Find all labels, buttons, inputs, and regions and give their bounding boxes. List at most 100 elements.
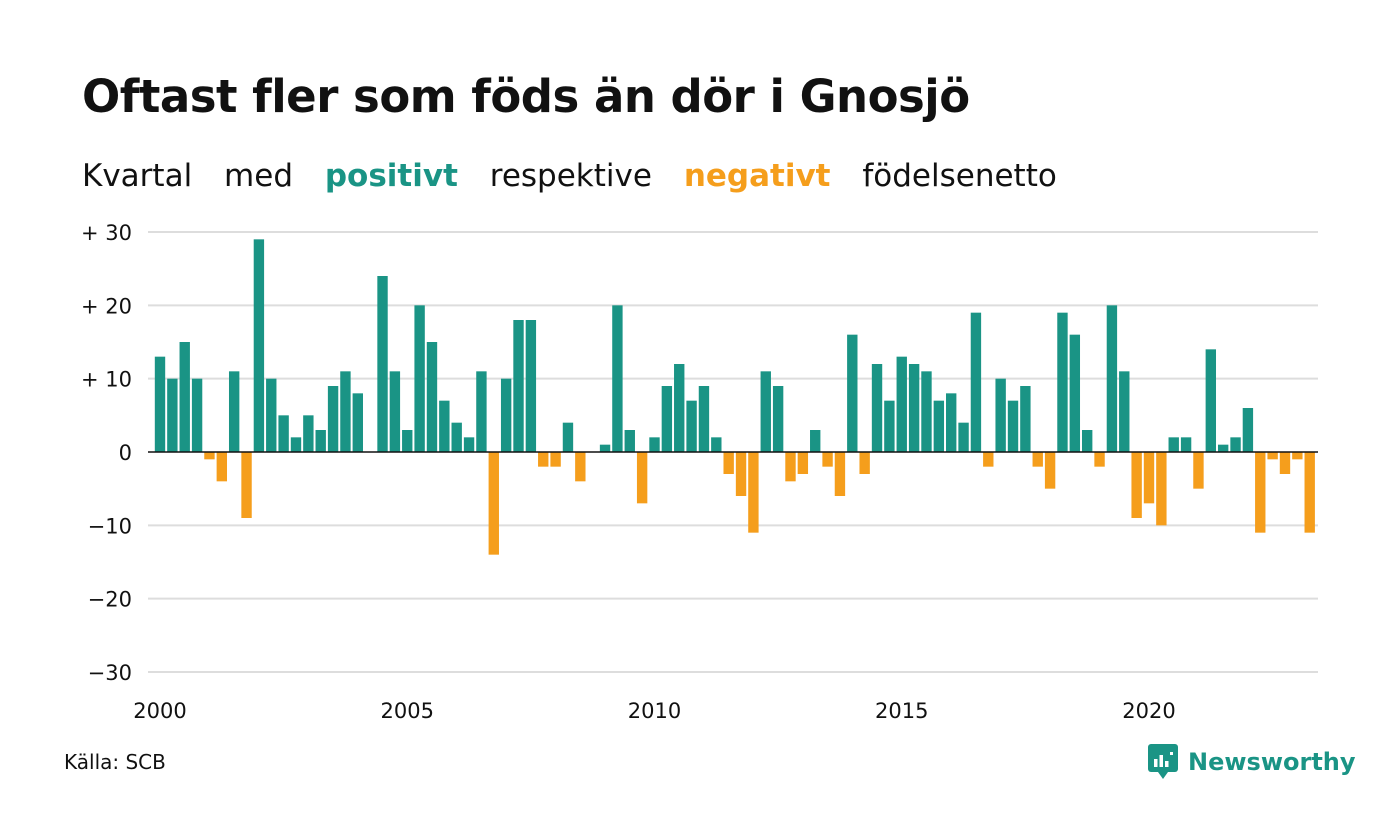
bar-positive: [686, 400, 697, 452]
bar-negative: [1267, 452, 1278, 460]
bar-positive: [463, 437, 475, 452]
bar-positive: [1205, 349, 1217, 452]
bar-positive: [970, 312, 982, 452]
subtitle-text-respektive: respektive: [489, 158, 652, 194]
bar-positive: [772, 386, 784, 452]
bar-positive: [327, 386, 339, 452]
subtitle-text-fodelsenetto: födelsenetto: [862, 158, 1057, 194]
y-tick-label: + 10: [81, 368, 132, 392]
bar-positive: [1106, 305, 1118, 452]
bar-positive: [167, 378, 178, 452]
bar-positive: [278, 415, 289, 452]
bar-negative: [216, 452, 228, 482]
bar-positive: [290, 437, 302, 452]
bar-positive: [933, 400, 945, 452]
bar-positive: [303, 415, 314, 452]
bar-positive: [661, 386, 673, 452]
bar-negative: [859, 452, 870, 474]
bar-positive: [562, 422, 574, 452]
bar-positive: [451, 422, 462, 452]
subtitle-positive-label: positivt: [324, 158, 458, 194]
newsworthy-logo-icon: [1148, 744, 1178, 779]
bar-negative: [822, 452, 833, 467]
bar-positive: [1217, 444, 1229, 452]
bar-positive: [847, 334, 858, 452]
bar-positive: [426, 342, 438, 452]
bar-positive: [1180, 437, 1192, 452]
bar-positive: [995, 378, 1006, 452]
bar-positive: [315, 430, 326, 452]
chart-title: Oftast fler som föds än dör i Gnosjö: [82, 70, 970, 123]
bar-positive: [698, 386, 710, 452]
bar-negative: [797, 452, 809, 474]
bar-positive: [340, 371, 351, 452]
y-tick-label: −20: [88, 588, 132, 612]
bar-positive: [402, 430, 413, 452]
bar-positive: [674, 364, 685, 452]
bar-positive: [1230, 437, 1241, 452]
brand-name: Newsworthy: [1188, 748, 1356, 776]
bar-negative: [1279, 452, 1291, 474]
bar-positive: [1081, 430, 1093, 452]
bar-positive: [896, 356, 907, 452]
x-tick-label: 2010: [628, 699, 681, 723]
bar-positive: [649, 437, 660, 452]
bar-positive: [958, 422, 969, 452]
bar-positive: [414, 305, 425, 452]
bar-negative: [550, 452, 561, 467]
bar-negative: [204, 452, 215, 460]
y-tick-label: −30: [88, 661, 132, 685]
bar-positive: [1119, 371, 1130, 452]
bar-negative: [785, 452, 796, 482]
bar-positive: [810, 430, 821, 452]
bar-negative: [1143, 452, 1155, 504]
y-tick-label: 0: [119, 441, 132, 465]
bar-positive: [266, 378, 277, 452]
y-tick-label: + 20: [81, 294, 132, 318]
bar-negative: [636, 452, 648, 504]
bar-positive: [389, 371, 401, 452]
bar-negative: [1255, 452, 1266, 533]
bar-positive: [884, 400, 895, 452]
bar-positive: [228, 371, 240, 452]
x-tick-label: 2005: [381, 699, 434, 723]
bar-negative: [241, 452, 252, 518]
bar-positive: [871, 364, 883, 452]
source-note: Källa: SCB: [64, 750, 166, 774]
bar-negative: [1304, 452, 1315, 533]
bar-positive: [439, 400, 450, 452]
bar-negative: [1094, 452, 1105, 467]
bar-positive: [1168, 437, 1179, 452]
bar-positive: [476, 371, 487, 452]
bar-negative: [983, 452, 994, 467]
bar-positive: [612, 305, 623, 452]
bar-positive: [525, 320, 537, 452]
bar-negative: [748, 452, 759, 533]
bar-negative: [735, 452, 747, 496]
bar-positive: [908, 364, 920, 452]
bar-negative: [1292, 452, 1303, 460]
bar-positive: [154, 356, 166, 452]
bar-positive: [352, 393, 363, 452]
bar-positive: [599, 444, 611, 452]
bar-positive: [191, 378, 203, 452]
subtitle-negative-label: negativt: [683, 158, 831, 194]
bar-positive: [179, 342, 190, 452]
subtitle-text-med: med: [224, 158, 293, 194]
bar-positive: [513, 320, 524, 452]
bar-negative: [1032, 452, 1043, 467]
y-tick-label: + 30: [81, 221, 132, 245]
bar-positive: [1020, 386, 1031, 452]
bar-positive: [711, 437, 722, 452]
bar-positive: [377, 276, 388, 452]
subtitle-text-kvartal: Kvartal: [82, 158, 193, 194]
bar-positive: [760, 371, 771, 452]
x-tick-label: 2015: [875, 699, 928, 723]
bar-negative: [723, 452, 734, 474]
bar-negative: [1131, 452, 1142, 518]
newsworthy-logo: Newsworthy: [1148, 744, 1356, 780]
chart-subtitle: Kvartal med positivt respektive negativt…: [82, 158, 1079, 194]
x-tick-label: 2000: [133, 699, 186, 723]
bar-negative: [538, 452, 549, 467]
